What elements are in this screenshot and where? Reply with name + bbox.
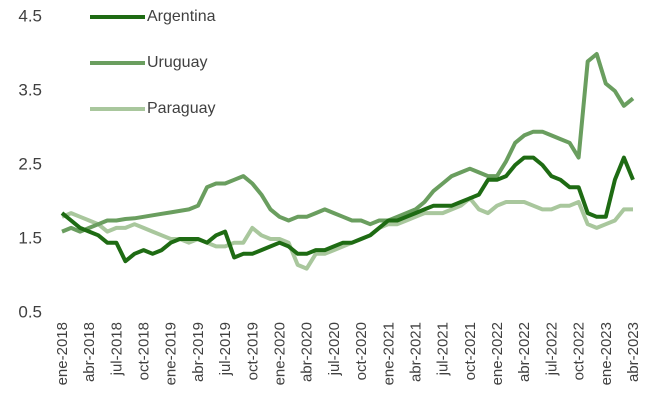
x-tick-label: ene-2023: [598, 322, 615, 385]
y-tick-label: 1.5: [18, 228, 42, 247]
x-tick-label: oct-2022: [571, 322, 588, 380]
x-tick-label: abr-2023: [625, 322, 642, 382]
x-tick-label: ene-2022: [489, 322, 506, 385]
x-tick-label: jul-2020: [326, 322, 343, 376]
x-tick-label: oct-2019: [244, 322, 261, 380]
x-tick-label: oct-2020: [353, 322, 370, 380]
series-line: [60, 155, 635, 264]
x-tick-label: abr-2019: [190, 322, 207, 382]
x-tick-label: abr-2020: [299, 322, 316, 382]
legend-label: Uruguay: [147, 54, 207, 71]
y-tick-label: 3.5: [18, 80, 42, 99]
x-tick-label: oct-2018: [136, 322, 153, 380]
x-tick-label: ene-2018: [54, 322, 71, 385]
x-tick-label: abr-2021: [407, 322, 424, 382]
series-line: [61, 196, 633, 271]
x-tick-label: ene-2020: [271, 322, 288, 385]
y-tick-label: 2.5: [18, 154, 42, 173]
y-tick-label: 0.5: [18, 302, 42, 321]
legend-label: Paraguay: [147, 100, 216, 117]
y-tick-label: 4.5: [18, 6, 42, 25]
x-tick-label: jul-2021: [435, 322, 452, 376]
x-tick-label: jul-2018: [108, 322, 125, 376]
x-tick-label: oct-2021: [462, 322, 479, 380]
x-tick-label: jul-2019: [217, 322, 234, 376]
x-tick-label: abr-2018: [81, 322, 98, 382]
x-tick-label: ene-2021: [380, 322, 397, 385]
legend-label: Argentina: [147, 8, 216, 25]
x-tick-label: abr-2022: [516, 322, 533, 382]
series-line: [61, 52, 635, 234]
x-tick-label: ene-2019: [163, 322, 180, 385]
x-tick-label: jul-2022: [543, 322, 560, 376]
